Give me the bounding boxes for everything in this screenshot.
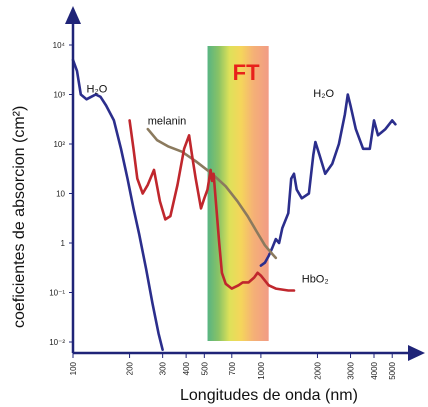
y-tick-label: 1 bbox=[61, 239, 66, 248]
y-axis-arrow-icon bbox=[65, 6, 81, 24]
x-tick-label: 2000 bbox=[314, 361, 323, 379]
y-tick-label: 10² bbox=[53, 140, 65, 149]
ft-band bbox=[207, 46, 269, 341]
x-tick-label: 100 bbox=[69, 361, 78, 375]
x-tick-label: 4000 bbox=[370, 361, 379, 379]
y-ticks: 10⁴ 10³ 10² 10 1 10⁻¹ 10⁻² bbox=[49, 41, 73, 347]
x-tick-label: 500 bbox=[200, 361, 209, 375]
series-labels: H₂O H₂O melanin HbO₂ bbox=[87, 83, 335, 285]
y-tick-label: 10³ bbox=[53, 91, 65, 100]
x-axis-arrow-icon bbox=[408, 345, 425, 361]
series-label-3: HbO₂ bbox=[302, 273, 329, 285]
x-axis-title: Longitudes de onda (nm) bbox=[180, 387, 358, 404]
series-label-0: H₂O bbox=[87, 83, 108, 95]
x-tick-label: 5000 bbox=[388, 361, 397, 379]
y-tick-label: 10 bbox=[56, 190, 65, 199]
x-tick-label: 700 bbox=[228, 361, 237, 375]
x-tick-label: 3000 bbox=[347, 361, 356, 379]
series-line-2 bbox=[146, 127, 278, 260]
ft-band-label: FT bbox=[233, 60, 260, 85]
series-line-3 bbox=[128, 119, 296, 292]
series-label-2: melanin bbox=[148, 115, 187, 127]
y-tick-label: 10⁻² bbox=[49, 338, 65, 347]
x-tick-label: 400 bbox=[182, 361, 191, 375]
series-line-1 bbox=[259, 93, 397, 267]
series-layer bbox=[71, 58, 397, 351]
series-line-0 bbox=[71, 58, 164, 351]
x-tick-label: 300 bbox=[159, 361, 168, 375]
x-tick-label: 1000 bbox=[257, 361, 266, 379]
x-tick-label: 200 bbox=[126, 361, 135, 375]
y-tick-label: 10⁴ bbox=[53, 41, 66, 50]
y-tick-label: 10⁻¹ bbox=[49, 289, 65, 298]
y-axis-title: coeficientes de absorcion (cm²) bbox=[11, 106, 28, 328]
x-ticks: 100 200 300 400 500 700 1000 2000 3000 4000 5000 bbox=[69, 353, 397, 380]
series-label-1: H₂O bbox=[313, 88, 334, 100]
